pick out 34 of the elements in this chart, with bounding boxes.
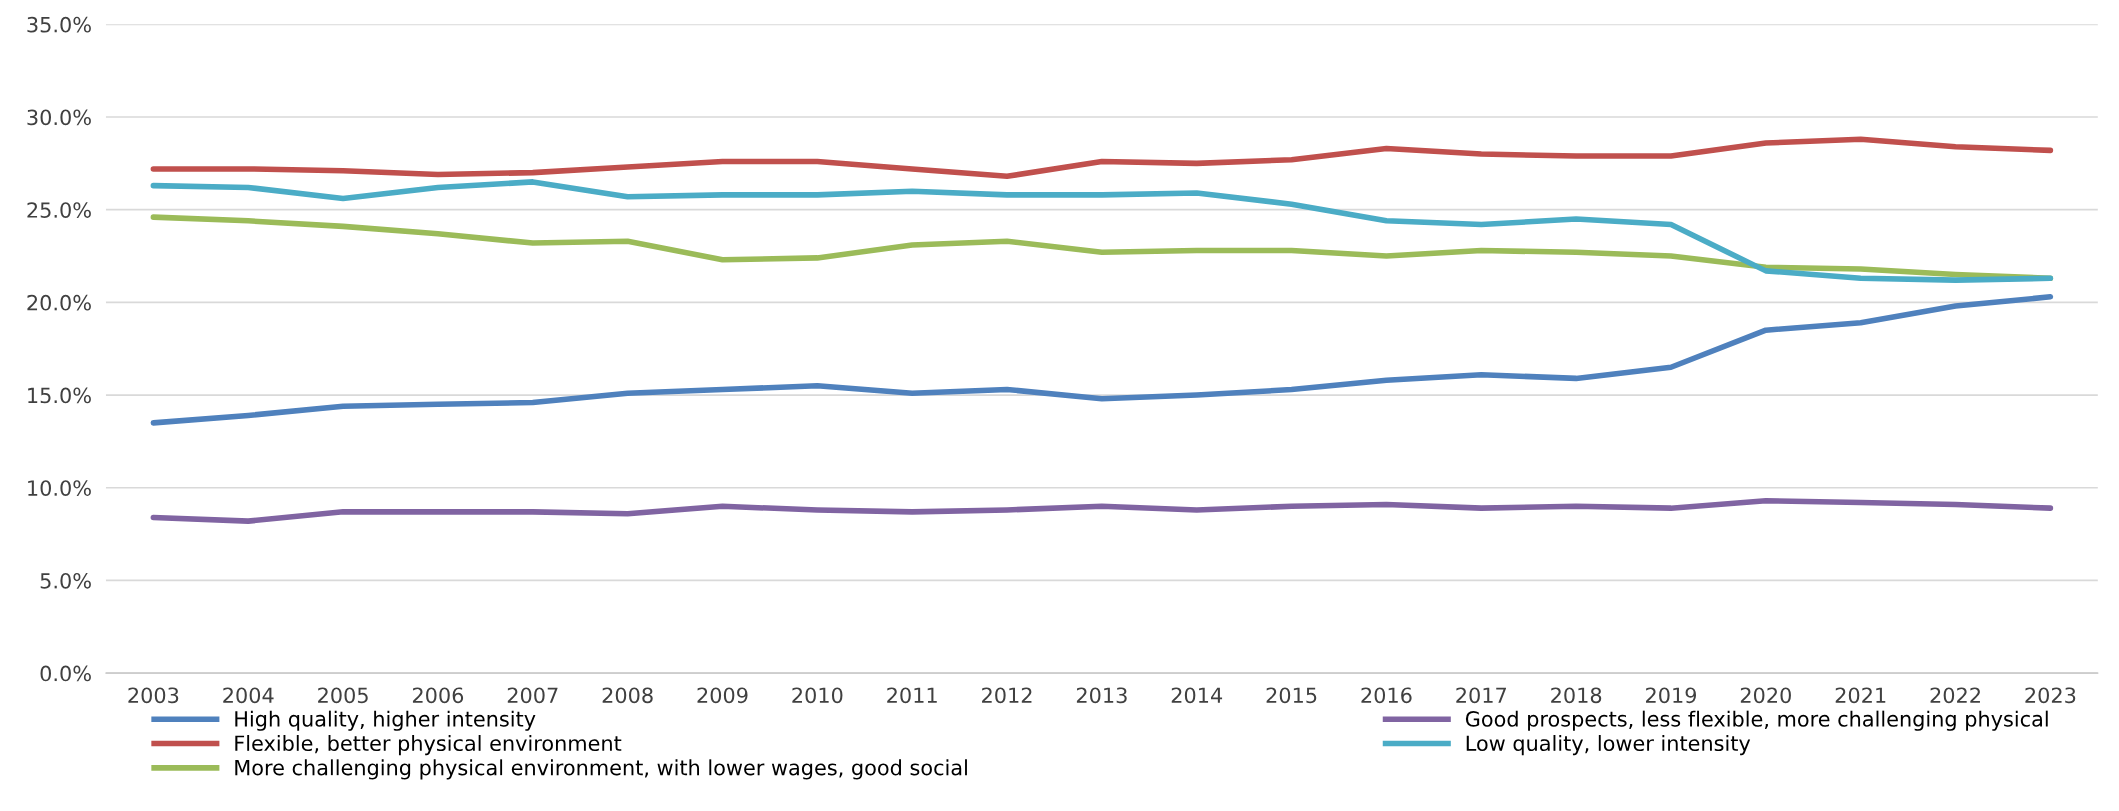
x-tick-label: 2005 [318,687,368,704]
x-tick-label: 2023 [2025,687,2076,704]
x-tick-label: 2017 [1456,687,1507,704]
y-tick-label: 25.0% [27,202,91,218]
y-tick-label: 20.0% [27,294,91,311]
x-tick-label: 2009 [697,687,748,704]
x-tick-label: 2003 [128,687,179,704]
legend-label: Low quality, lower intensity [1466,734,1751,756]
y-tick-label: 30.0% [27,109,91,126]
x-tick-label: 2008 [602,687,653,704]
x-tick-label: 2020 [1740,687,1791,704]
y-tick-label: 0.0% [40,665,91,682]
x-tick-label: 2013 [1076,687,1127,704]
x-tick-label: 2012 [982,687,1032,704]
x-tick-label: 2016 [1361,687,1412,704]
legend-label: Flexible, better physical environment [235,734,622,756]
y-tick-label: 35.0% [27,16,91,33]
legend-label: More challenging physical environment, with lower wages, good social [235,759,967,780]
x-tick-label: 2014 [1171,687,1223,704]
x-tick-label: 2010 [792,687,843,704]
x-tick-label: 2021 [1835,687,1886,704]
x-tick-label: 2004 [223,687,274,704]
legend-label: High quality, higher intensity [235,710,536,731]
x-tick-label: 2018 [1551,687,1602,704]
legend-label: Good prospects, less flexible, more challenging physical [1465,710,2048,731]
y-tick-label: 5.0% [40,572,91,589]
x-tick-label: 2011 [887,687,937,704]
x-tick-label: 2006 [412,687,464,704]
x-tick-label: 2022 [1930,687,1980,704]
x-tick-label: 2015 [1266,687,1317,704]
y-tick-label: 10.0% [28,480,91,496]
y-tick-label: 15.0% [28,387,91,404]
x-tick-label: 2019 [1646,687,1697,704]
x-tick-label: 2007 [507,687,558,704]
